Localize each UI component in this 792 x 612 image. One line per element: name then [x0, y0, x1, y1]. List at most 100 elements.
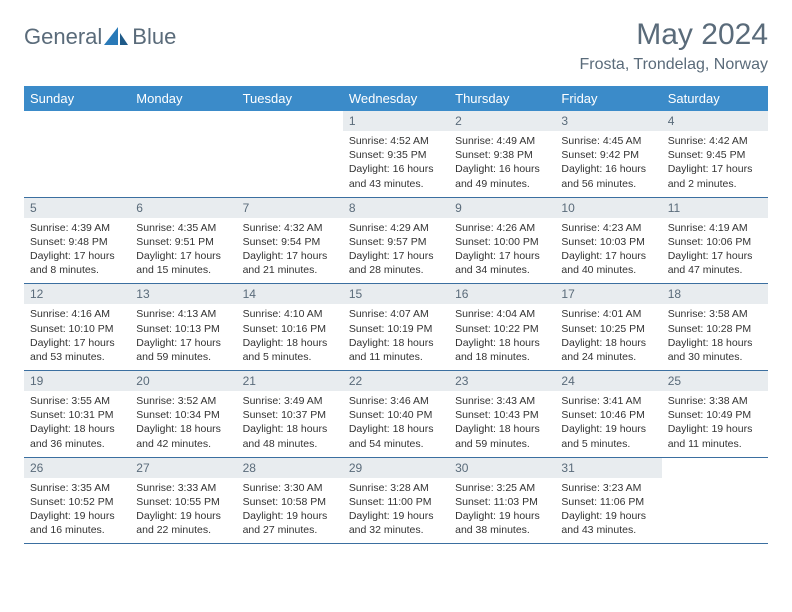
day-body — [24, 131, 130, 189]
day-number: 1 — [343, 111, 449, 131]
day-body: Sunrise: 3:46 AMSunset: 10:40 PMDaylight… — [343, 391, 449, 457]
day-line: and 43 minutes. — [349, 177, 443, 191]
day-number — [24, 111, 130, 131]
day-number: 13 — [130, 284, 236, 304]
weekday-header-row: Sunday Monday Tuesday Wednesday Thursday… — [24, 86, 768, 111]
calendar-day-cell: 10Sunrise: 4:23 AMSunset: 10:03 PMDaylig… — [555, 197, 661, 284]
day-number: 7 — [237, 198, 343, 218]
day-line: Daylight: 19 hours — [243, 509, 337, 523]
day-line: Daylight: 19 hours — [30, 509, 124, 523]
day-line: Sunrise: 3:38 AM — [668, 394, 762, 408]
day-line: Sunrise: 3:25 AM — [455, 481, 549, 495]
calendar-day-cell: 2Sunrise: 4:49 AMSunset: 9:38 PMDaylight… — [449, 111, 555, 197]
weekday-header: Monday — [130, 86, 236, 111]
day-line: Sunset: 10:22 PM — [455, 322, 549, 336]
day-line: Sunrise: 3:33 AM — [136, 481, 230, 495]
day-line: Daylight: 16 hours — [455, 162, 549, 176]
day-line: Daylight: 17 hours — [30, 336, 124, 350]
day-line: and 49 minutes. — [455, 177, 549, 191]
weekday-header: Friday — [555, 86, 661, 111]
calendar-day-cell: 4Sunrise: 4:42 AMSunset: 9:45 PMDaylight… — [662, 111, 768, 197]
weekday-header: Tuesday — [237, 86, 343, 111]
day-body — [130, 131, 236, 189]
day-number: 8 — [343, 198, 449, 218]
weekday-header: Thursday — [449, 86, 555, 111]
day-line: Sunset: 10:37 PM — [243, 408, 337, 422]
day-line: Sunset: 10:40 PM — [349, 408, 443, 422]
day-number: 5 — [24, 198, 130, 218]
day-line: Sunset: 10:34 PM — [136, 408, 230, 422]
day-number: 30 — [449, 458, 555, 478]
day-body: Sunrise: 3:52 AMSunset: 10:34 PMDaylight… — [130, 391, 236, 457]
day-line: and 16 minutes. — [30, 523, 124, 537]
day-body: Sunrise: 3:23 AMSunset: 11:06 PMDaylight… — [555, 478, 661, 544]
day-body: Sunrise: 4:23 AMSunset: 10:03 PMDaylight… — [555, 218, 661, 284]
day-line: Sunrise: 4:29 AM — [349, 221, 443, 235]
calendar-day-cell: 26Sunrise: 3:35 AMSunset: 10:52 PMDaylig… — [24, 457, 130, 544]
day-number: 21 — [237, 371, 343, 391]
day-line: Daylight: 18 hours — [243, 336, 337, 350]
day-line: Sunrise: 4:23 AM — [561, 221, 655, 235]
day-line: Daylight: 17 hours — [136, 336, 230, 350]
calendar-body: 1Sunrise: 4:52 AMSunset: 9:35 PMDaylight… — [24, 111, 768, 544]
day-line: Daylight: 19 hours — [136, 509, 230, 523]
day-number: 12 — [24, 284, 130, 304]
day-line: Sunset: 10:58 PM — [243, 495, 337, 509]
day-number: 4 — [662, 111, 768, 131]
day-line: Daylight: 18 hours — [349, 422, 443, 436]
day-line: and 36 minutes. — [30, 437, 124, 451]
day-line: Daylight: 18 hours — [668, 336, 762, 350]
day-line: and 2 minutes. — [668, 177, 762, 191]
day-line: and 15 minutes. — [136, 263, 230, 277]
calendar-day-cell: 29Sunrise: 3:28 AMSunset: 11:00 PMDaylig… — [343, 457, 449, 544]
day-line: Daylight: 17 hours — [349, 249, 443, 263]
day-line: Daylight: 17 hours — [668, 162, 762, 176]
logo-sail-icon — [104, 27, 130, 47]
weekday-header: Sunday — [24, 86, 130, 111]
day-body: Sunrise: 4:52 AMSunset: 9:35 PMDaylight:… — [343, 131, 449, 197]
calendar-week-row: 19Sunrise: 3:55 AMSunset: 10:31 PMDaylig… — [24, 371, 768, 458]
day-line: and 28 minutes. — [349, 263, 443, 277]
day-line: Daylight: 17 hours — [455, 249, 549, 263]
day-body: Sunrise: 3:55 AMSunset: 10:31 PMDaylight… — [24, 391, 130, 457]
day-body: Sunrise: 4:32 AMSunset: 9:54 PMDaylight:… — [237, 218, 343, 284]
day-number: 14 — [237, 284, 343, 304]
day-line: and 11 minutes. — [668, 437, 762, 451]
day-body: Sunrise: 3:38 AMSunset: 10:49 PMDaylight… — [662, 391, 768, 457]
day-line: Daylight: 18 hours — [349, 336, 443, 350]
day-line: and 30 minutes. — [668, 350, 762, 364]
day-body: Sunrise: 4:04 AMSunset: 10:22 PMDaylight… — [449, 304, 555, 370]
day-line: Sunrise: 4:39 AM — [30, 221, 124, 235]
day-line: Sunrise: 3:43 AM — [455, 394, 549, 408]
day-line: Daylight: 19 hours — [561, 422, 655, 436]
day-number: 15 — [343, 284, 449, 304]
calendar-day-cell: 12Sunrise: 4:16 AMSunset: 10:10 PMDaylig… — [24, 284, 130, 371]
calendar-day-cell — [237, 111, 343, 197]
day-body: Sunrise: 3:41 AMSunset: 10:46 PMDaylight… — [555, 391, 661, 457]
calendar-week-row: 12Sunrise: 4:16 AMSunset: 10:10 PMDaylig… — [24, 284, 768, 371]
day-line: Sunrise: 3:58 AM — [668, 307, 762, 321]
day-number: 24 — [555, 371, 661, 391]
day-line: Sunset: 10:19 PM — [349, 322, 443, 336]
month-title: May 2024 — [579, 18, 768, 52]
day-number: 25 — [662, 371, 768, 391]
day-line: Sunset: 9:42 PM — [561, 148, 655, 162]
day-line: Daylight: 19 hours — [455, 509, 549, 523]
day-number: 29 — [343, 458, 449, 478]
day-number: 18 — [662, 284, 768, 304]
logo: General Blue — [24, 24, 176, 50]
calendar-day-cell: 27Sunrise: 3:33 AMSunset: 10:55 PMDaylig… — [130, 457, 236, 544]
day-line: Sunset: 10:49 PM — [668, 408, 762, 422]
day-number: 16 — [449, 284, 555, 304]
calendar-day-cell: 17Sunrise: 4:01 AMSunset: 10:25 PMDaylig… — [555, 284, 661, 371]
day-line: Sunrise: 4:19 AM — [668, 221, 762, 235]
day-line: Sunset: 10:25 PM — [561, 322, 655, 336]
day-line: Sunrise: 4:26 AM — [455, 221, 549, 235]
day-number: 28 — [237, 458, 343, 478]
header: General Blue May 2024 Frosta, Trondelag,… — [24, 18, 768, 74]
calendar-day-cell: 11Sunrise: 4:19 AMSunset: 10:06 PMDaylig… — [662, 197, 768, 284]
day-line: Sunrise: 3:30 AM — [243, 481, 337, 495]
calendar-day-cell: 20Sunrise: 3:52 AMSunset: 10:34 PMDaylig… — [130, 371, 236, 458]
calendar-day-cell: 15Sunrise: 4:07 AMSunset: 10:19 PMDaylig… — [343, 284, 449, 371]
calendar-day-cell: 30Sunrise: 3:25 AMSunset: 11:03 PMDaylig… — [449, 457, 555, 544]
